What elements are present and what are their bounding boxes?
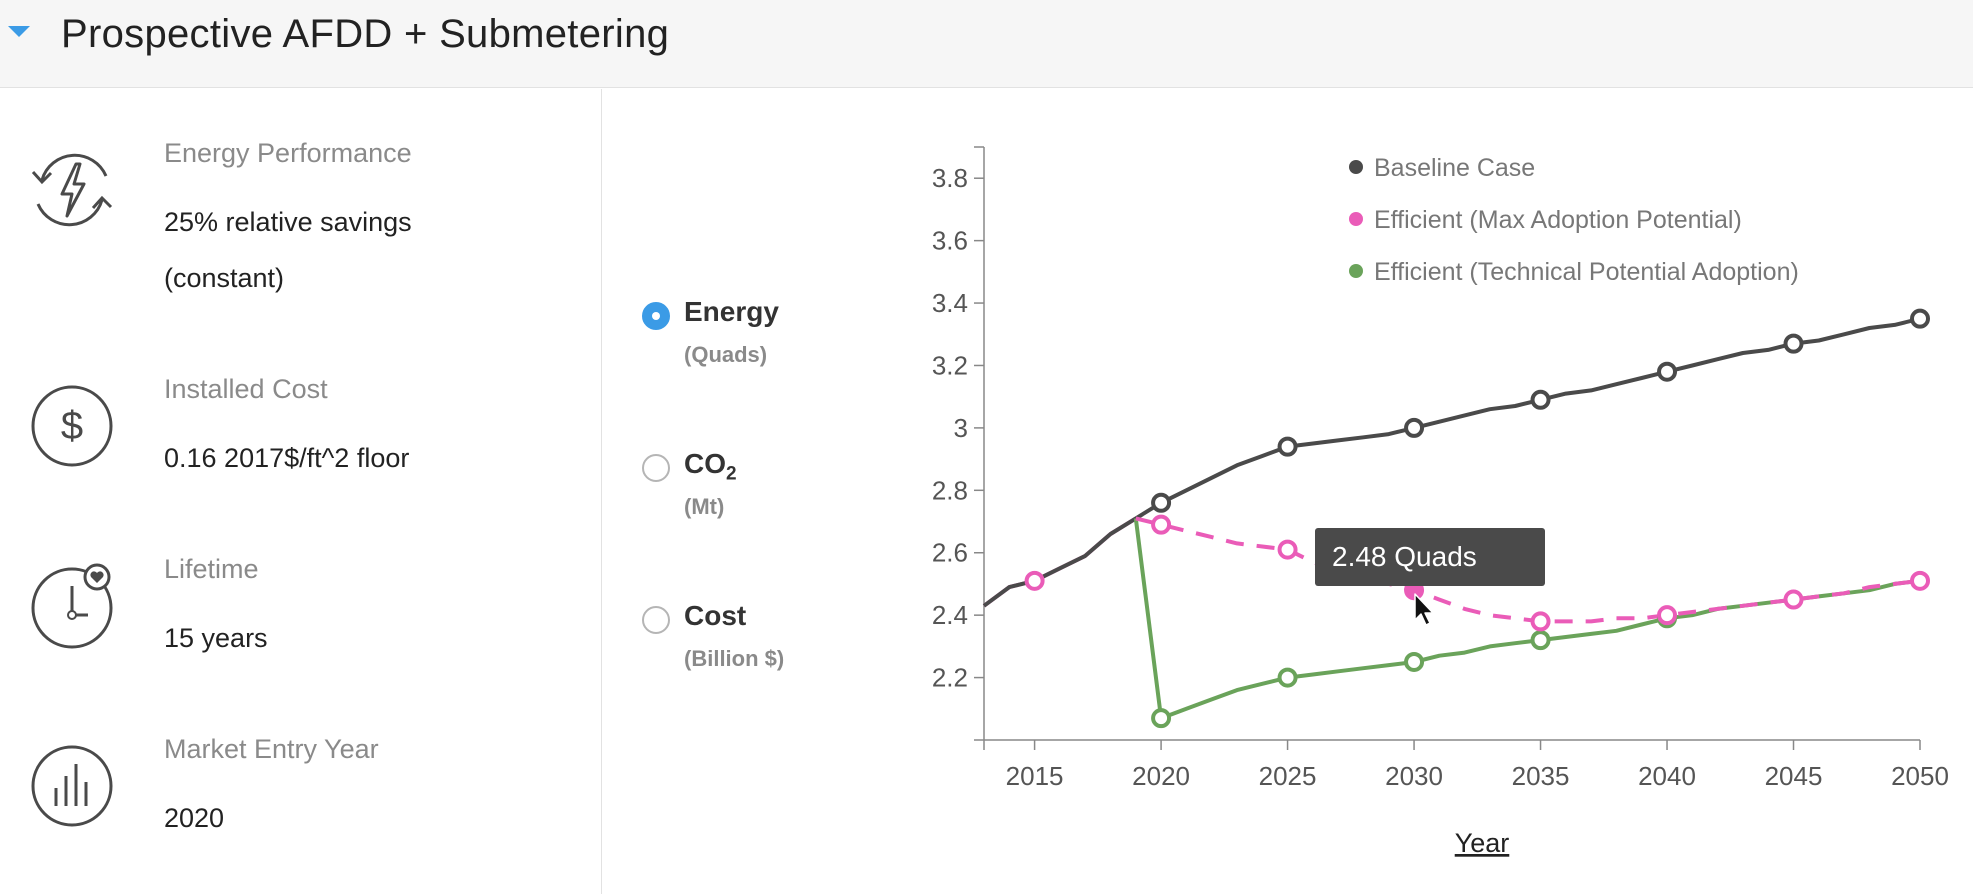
data-point-baseline [1783, 333, 1804, 354]
data-point-max-adoption [1151, 514, 1172, 535]
data-point-baseline [1657, 361, 1678, 382]
legend-label: Efficient (Technical Potential Adoption) [1374, 258, 1799, 286]
metric-name: CO2 [684, 448, 737, 485]
x-axis-label: Year [1455, 828, 1510, 858]
metric-name: Energy [684, 296, 779, 327]
legend-label: Efficient (Max Adoption Potential) [1374, 206, 1742, 234]
legend-swatch [1349, 212, 1363, 226]
attribute-value: 0.16 2017$/ft^2 floor [164, 443, 410, 473]
energy-line-chart: 2.2 2.4 2.6 2.8 3 3.2 3.4 3.6 3.8 2015 2020 2025 203… [900, 130, 1960, 860]
y-tick-label: 3 [954, 413, 968, 443]
x-tick-label: 2045 [1765, 761, 1823, 791]
y-tick-label: 2.4 [932, 600, 968, 630]
metric-unit: (Mt) [684, 494, 725, 519]
x-tick-label: 2025 [1259, 761, 1317, 791]
svg-text:$: $ [61, 404, 83, 448]
attribute-value: 25% relative savings [164, 207, 412, 237]
series-line-baseline [982, 316, 1921, 608]
data-point-technical-potential [1404, 651, 1425, 672]
y-tick-label: 3.8 [932, 163, 968, 193]
co2-radio[interactable] [642, 454, 670, 482]
metric-unit: (Quads) [684, 342, 768, 367]
chart-svg: 2.2 2.4 2.6 2.8 3 3.2 3.4 3.6 3.8 2015 2020 2025 203… [932, 146, 1949, 858]
data-point-technical-potential [1530, 630, 1551, 651]
data-point-baseline [1404, 417, 1425, 438]
x-tick-label: 2015 [1006, 761, 1064, 791]
attribute-label: Energy Performance [164, 138, 412, 168]
data-point-technical-potential [1151, 708, 1172, 729]
attribute-value: 2020 [164, 803, 225, 833]
collapse-caret-icon[interactable] [8, 26, 30, 37]
x-tick-label: 2030 [1385, 761, 1443, 791]
legend-label: Baseline Case [1374, 154, 1535, 182]
attribute-label: Market Entry Year [164, 734, 379, 764]
legend-swatch [1349, 264, 1363, 278]
x-tick-label: 2020 [1132, 761, 1190, 791]
y-tick-label: 3.6 [932, 226, 968, 256]
metric-unit: (Billion $) [684, 646, 785, 671]
attribute-value: 15 years [164, 623, 268, 653]
legend-swatch [1349, 160, 1363, 174]
data-point-baseline [1910, 308, 1930, 329]
data-point-baseline [1530, 389, 1551, 410]
attribute-label: Lifetime [164, 554, 259, 584]
attributes-panel: Energy Performance 25% relative savings … [0, 89, 602, 894]
bar-chart-icon [31, 745, 113, 827]
data-point-max-adoption [1657, 605, 1678, 626]
data-point-baseline [1151, 492, 1172, 513]
section-title: Prospective AFDD + Submetering [61, 12, 670, 56]
data-point-max-adoption [1530, 611, 1551, 632]
y-tick-label: 3.2 [932, 350, 968, 380]
data-point-max-adoption [1910, 570, 1930, 591]
y-tick-label: 3.4 [932, 288, 968, 318]
data-point-max-adoption [1024, 570, 1045, 591]
data-point-baseline [1277, 436, 1298, 457]
section-header: Prospective AFDD + Submetering [0, 0, 1973, 88]
energy-cycle-icon [31, 153, 113, 227]
metric-name: Cost [684, 600, 747, 631]
dollar-icon: $ [31, 385, 113, 467]
x-tick-label: 2050 [1891, 761, 1949, 791]
clock-heart-icon [31, 563, 113, 649]
series-line-max-adoption-dashed [1135, 516, 1921, 624]
y-tick-label: 2.2 [932, 663, 968, 693]
data-point-technical-potential [1277, 667, 1298, 688]
energy-radio[interactable] [642, 302, 670, 330]
data-point-max-adoption [1277, 539, 1298, 560]
data-point-max-adoption [1783, 589, 1804, 610]
mouse-pointer-icon [1414, 593, 1434, 626]
x-tick-label: 2040 [1638, 761, 1696, 791]
chart-tooltip: 2.48 Quads [1315, 528, 1545, 586]
cost-radio[interactable] [642, 606, 670, 634]
y-tick-label: 2.6 [932, 538, 968, 568]
attribute-value-line-2: (constant) [164, 263, 285, 293]
y-tick-label: 2.8 [932, 475, 968, 505]
x-tick-label: 2035 [1512, 761, 1570, 791]
attribute-label: Installed Cost [164, 374, 328, 404]
